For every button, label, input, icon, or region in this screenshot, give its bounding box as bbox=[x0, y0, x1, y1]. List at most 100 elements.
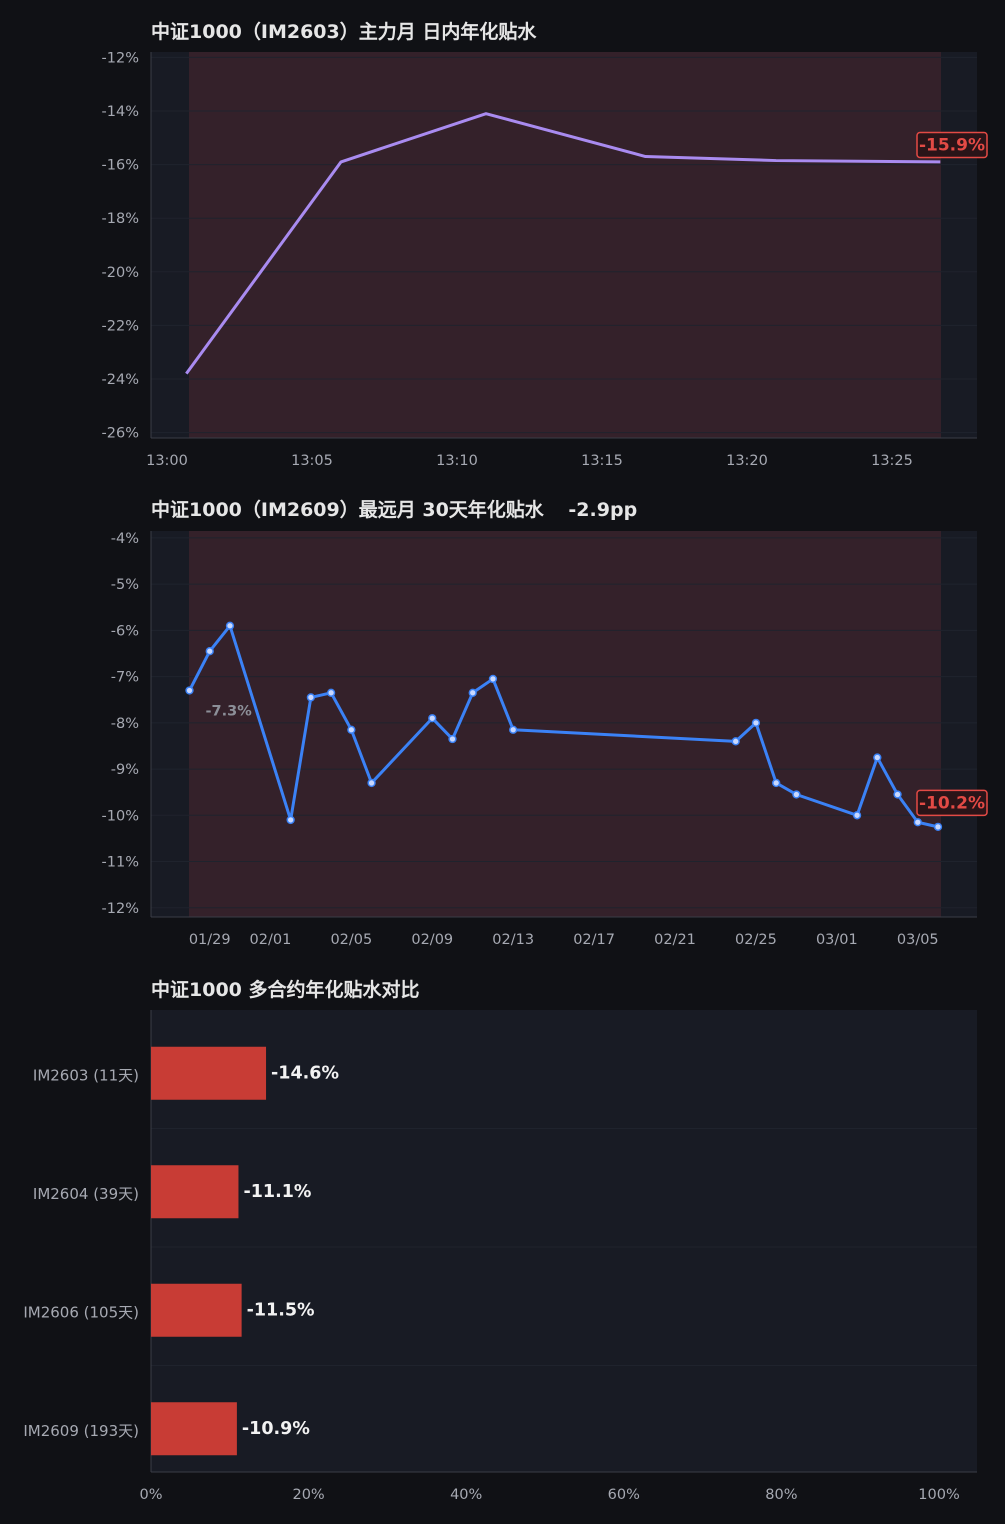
y-tick-label: -9% bbox=[111, 762, 139, 778]
far-month-first-value-label: -7.3% bbox=[206, 703, 253, 719]
intraday-y-axis: -12% -14% -16% -18% -20% -22% -24% -26% bbox=[102, 50, 139, 441]
far-month-chart: 中证1000（IM2609）最远月 30天年化贴水 -2.9pp -4%-5%-… bbox=[102, 498, 988, 948]
data-point bbox=[205, 647, 214, 656]
data-point bbox=[852, 811, 862, 820]
series-line bbox=[185, 112, 941, 375]
bar-value-label: -10.9% bbox=[242, 1419, 310, 1439]
intraday-chart: 中证1000（IM2603）主力月 日内年化贴水 -12% -14% -16% -18… bbox=[102, 20, 988, 469]
bar bbox=[151, 1283, 242, 1337]
data-point bbox=[913, 818, 922, 827]
shaded-band-rect bbox=[189, 531, 941, 917]
bar bbox=[151, 1402, 237, 1456]
x-tick-label: 03/05 bbox=[897, 932, 939, 948]
y-tick-label: -24% bbox=[102, 372, 139, 388]
intraday-grid bbox=[150, 52, 977, 439]
contract-comparison-chart: 中证1000 多合约年化贴水对比 0% 20% 40% 60% 80% 100% IM26… bbox=[23, 978, 977, 1503]
x-tick-label: 01/29 bbox=[189, 932, 231, 948]
x-tick-label: 13:20 bbox=[726, 453, 768, 469]
x-tick-label: 03/01 bbox=[816, 932, 858, 948]
comparison-y-axis: IM2603 (11天) IM2604 (39天) IM2606 (105天) IM2… bbox=[23, 1066, 139, 1440]
x-tick-label: 13:10 bbox=[436, 453, 478, 469]
data-point bbox=[509, 725, 518, 734]
x-tick-label: 02/05 bbox=[330, 932, 372, 948]
data-point bbox=[468, 688, 477, 697]
far-month-series bbox=[185, 621, 943, 832]
y-tick-label: -18% bbox=[102, 211, 139, 227]
data-point bbox=[428, 714, 437, 723]
y-tick-label: -6% bbox=[111, 623, 139, 639]
far-month-title-main: 中证1000（IM2609）最远月 30天年化贴水 bbox=[151, 498, 545, 521]
y-tick-label: -4% bbox=[111, 531, 139, 547]
y-tick-label: -16% bbox=[102, 158, 139, 174]
data-point bbox=[306, 693, 316, 702]
far-month-last-tag-box bbox=[916, 789, 988, 817]
data-point bbox=[286, 815, 295, 825]
comparison-bars: -14.6% -11.1% -11.5% -10.9% bbox=[151, 1046, 339, 1456]
x-tick-label: 40% bbox=[450, 1487, 482, 1503]
x-tick-label: 80% bbox=[765, 1487, 797, 1503]
bar-value-label: -11.1% bbox=[243, 1182, 311, 1202]
intraday-x-axis: 13:00 13:05 13:10 13:15 13:20 13:25 bbox=[146, 453, 913, 469]
data-point bbox=[225, 621, 235, 630]
x-tick-label: 02/17 bbox=[573, 932, 615, 948]
data-point bbox=[792, 790, 801, 799]
data-point bbox=[933, 822, 943, 832]
bar-value-label: -11.5% bbox=[247, 1300, 315, 1320]
data-point bbox=[367, 778, 376, 788]
far-month-title: 中证1000（IM2609）最远月 30天年化贴水 -2.9pp bbox=[151, 498, 637, 521]
y-tick-label: -7% bbox=[111, 670, 139, 686]
bar bbox=[151, 1046, 267, 1100]
y-tick-label: -12% bbox=[102, 50, 139, 66]
x-tick-label: 02/13 bbox=[492, 932, 534, 948]
x-tick-label: 02/09 bbox=[411, 932, 453, 948]
y-tick-label: -8% bbox=[111, 716, 139, 732]
y-tick-label: -11% bbox=[102, 855, 139, 871]
x-tick-label: 02/25 bbox=[735, 932, 777, 948]
comparison-x-axis: 0% 20% 40% 60% 80% 100% bbox=[139, 1487, 959, 1503]
x-tick-label: 02/01 bbox=[250, 932, 292, 948]
y-tick-label: -22% bbox=[102, 318, 139, 334]
x-tick-label: 13:15 bbox=[581, 453, 623, 469]
x-tick-label: 60% bbox=[608, 1487, 640, 1503]
far-month-last-value-tag: -10.2% bbox=[916, 789, 988, 817]
intraday-last-tag-text: -15.9% bbox=[919, 135, 985, 155]
x-tick-label: 13:05 bbox=[291, 453, 333, 469]
data-point bbox=[185, 686, 194, 695]
far-month-x-axis: 01/29 02/01 02/05 02/09 02/13 02/17 02/21 02/25… bbox=[189, 932, 939, 948]
far-month-shaded-band bbox=[189, 531, 941, 917]
y-tick-label: -10% bbox=[102, 808, 139, 824]
x-tick-label: 100% bbox=[918, 1487, 959, 1503]
far-month-last-tag-text: -10.2% bbox=[919, 793, 985, 813]
intraday-title: 中证1000（IM2603）主力月 日内年化贴水 bbox=[151, 20, 537, 43]
data-point bbox=[772, 778, 781, 788]
data-point bbox=[751, 718, 761, 727]
intraday-last-value-tag: -15.9% bbox=[916, 131, 988, 159]
category-label: IM2604 (39天) bbox=[33, 1185, 139, 1203]
data-point bbox=[488, 674, 498, 684]
intraday-shaded-band bbox=[189, 52, 941, 438]
y-tick-label: -26% bbox=[102, 426, 139, 442]
far-month-y-axis: -4% -5% -6% -7% -8% -9% -10% -11% -12% bbox=[102, 531, 139, 917]
x-tick-label: 0% bbox=[139, 1487, 162, 1503]
comparison-title: 中证1000 多合约年化贴水对比 bbox=[151, 978, 420, 1001]
far-month-grid bbox=[150, 531, 977, 918]
data-point bbox=[326, 688, 336, 697]
y-tick-label: -12% bbox=[102, 901, 139, 917]
intraday-last-tag-box bbox=[916, 131, 988, 159]
data-point bbox=[873, 753, 882, 762]
x-tick-label: 20% bbox=[292, 1487, 324, 1503]
y-tick-label: -20% bbox=[102, 265, 139, 281]
intraday-series bbox=[185, 112, 941, 375]
data-point bbox=[893, 790, 902, 799]
data-point bbox=[448, 734, 457, 744]
x-tick-label: 13:25 bbox=[871, 453, 913, 469]
data-point bbox=[347, 725, 356, 734]
shaded-band-rect bbox=[189, 52, 941, 438]
bar bbox=[151, 1165, 239, 1219]
category-label: IM2609 (193天) bbox=[23, 1422, 139, 1440]
x-tick-label: 02/21 bbox=[654, 932, 696, 948]
series-line bbox=[188, 624, 939, 829]
data-point bbox=[731, 737, 740, 746]
bar-value-label: -14.6% bbox=[271, 1063, 339, 1083]
